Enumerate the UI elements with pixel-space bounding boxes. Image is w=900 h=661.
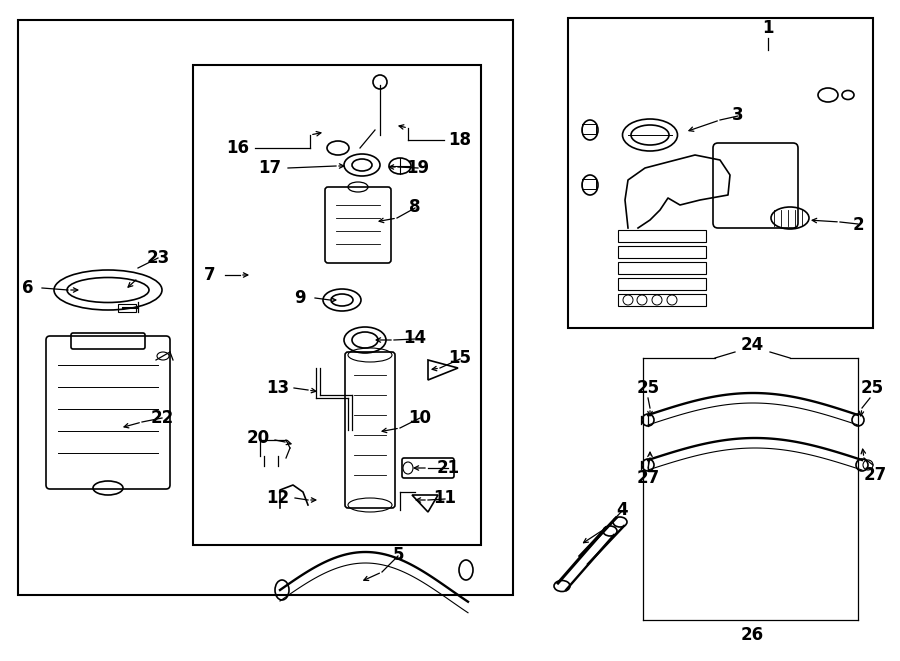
- Text: 6: 6: [22, 279, 34, 297]
- Text: 25: 25: [860, 379, 884, 397]
- Bar: [193, 65, 481, 545]
- Text: 21: 21: [436, 459, 460, 477]
- Text: 3: 3: [733, 106, 743, 124]
- Text: 9: 9: [294, 289, 306, 307]
- Text: 19: 19: [407, 159, 429, 177]
- Text: 23: 23: [147, 249, 169, 267]
- Bar: [618, 230, 706, 242]
- Text: 25: 25: [636, 379, 660, 397]
- Bar: [18, 20, 513, 595]
- Text: 14: 14: [403, 329, 427, 347]
- Text: 24: 24: [741, 336, 763, 354]
- Bar: [582, 124, 596, 134]
- Text: 27: 27: [863, 466, 886, 484]
- Text: 1: 1: [762, 19, 774, 37]
- Text: 2: 2: [852, 216, 864, 234]
- Bar: [618, 278, 706, 290]
- Text: 11: 11: [434, 489, 456, 507]
- Bar: [618, 262, 706, 274]
- Bar: [618, 246, 706, 258]
- Text: 16: 16: [227, 139, 249, 157]
- Text: 18: 18: [448, 131, 472, 149]
- Text: 12: 12: [266, 489, 290, 507]
- Bar: [618, 294, 706, 306]
- Text: 26: 26: [741, 626, 763, 644]
- Text: 8: 8: [410, 198, 421, 216]
- Text: 10: 10: [409, 409, 431, 427]
- Bar: [568, 18, 873, 328]
- Text: 27: 27: [636, 469, 660, 487]
- Bar: [582, 179, 596, 189]
- Polygon shape: [412, 495, 438, 512]
- Text: 7: 7: [204, 266, 216, 284]
- Polygon shape: [428, 360, 458, 380]
- Text: 4: 4: [616, 501, 628, 519]
- Text: 13: 13: [266, 379, 290, 397]
- Text: 17: 17: [258, 159, 282, 177]
- Bar: [118, 304, 136, 312]
- Text: 15: 15: [448, 349, 472, 367]
- Text: 5: 5: [392, 546, 404, 564]
- Text: 20: 20: [247, 429, 270, 447]
- Text: 22: 22: [150, 409, 174, 427]
